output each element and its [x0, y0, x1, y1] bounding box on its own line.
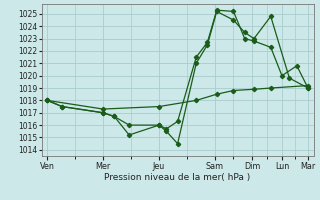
X-axis label: Pression niveau de la mer( hPa ): Pression niveau de la mer( hPa ): [104, 173, 251, 182]
